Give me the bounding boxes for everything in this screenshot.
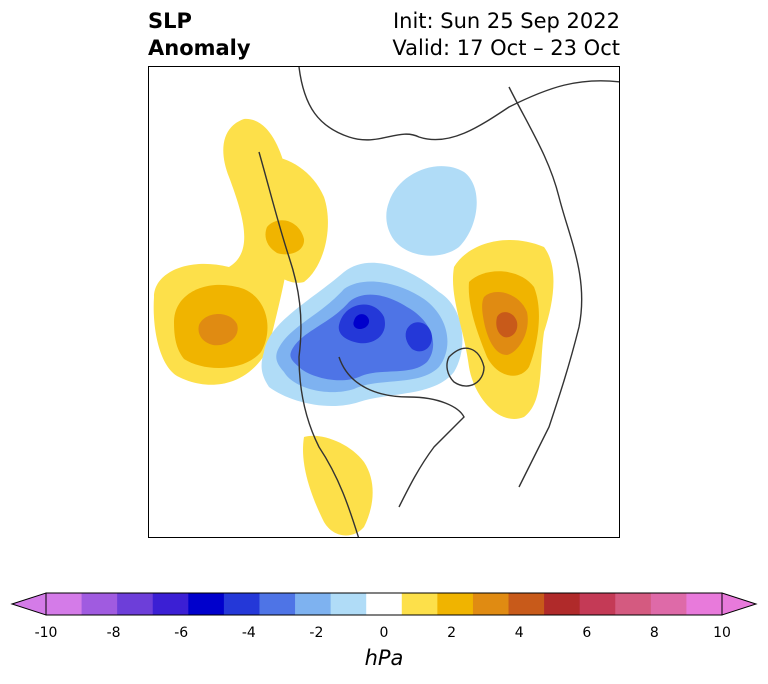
colorbar-tick-label: -2	[309, 625, 324, 641]
colorbar-cell	[152, 593, 189, 615]
colorbar-cell	[472, 593, 510, 615]
colorbar-cell	[46, 593, 83, 615]
title-type: Anomaly	[148, 36, 251, 60]
colorbar-over-triangle	[721, 592, 758, 616]
north-america-west-coast	[258, 151, 360, 537]
colorbar-cell	[437, 593, 474, 615]
colorbar	[10, 592, 758, 616]
colorbar-cell	[117, 593, 154, 615]
colorbar-cell	[81, 593, 118, 615]
colorbar-frame	[45, 592, 723, 616]
colorbar-tick-label: 8	[649, 625, 659, 641]
colorbar-unit: hPa	[364, 646, 404, 670]
europe-coast	[508, 86, 583, 488]
valid-range: Valid: 17 Oct – 23 Oct	[392, 36, 620, 60]
greenland-outline	[446, 347, 485, 387]
map-panel	[148, 66, 620, 538]
anomaly-arctic-negative	[261, 262, 463, 407]
colorbar-cell	[223, 593, 260, 615]
colorbar-cell	[544, 593, 581, 615]
title-left: SLP Anomaly	[148, 8, 251, 62]
colorbar-under-triangle	[10, 592, 47, 616]
coastlines	[258, 67, 619, 537]
anomaly-europe-positive	[452, 239, 554, 419]
colorbar-cell	[366, 593, 403, 615]
colorbar-cell	[295, 593, 332, 615]
colorbar-tick-label: -10	[34, 625, 58, 641]
colorbar-cell	[330, 593, 367, 615]
colorbar-tick-label: 6	[582, 625, 592, 641]
title-right: Init: Sun 25 Sep 2022 Valid: 17 Oct – 23…	[392, 8, 620, 62]
colorbar-tick-label: 10	[713, 625, 731, 641]
init-date: Init: Sun 25 Sep 2022	[392, 9, 620, 33]
colorbar-tick-label: -4	[241, 625, 256, 641]
colorbar-tick-label: 0	[379, 625, 389, 641]
colorbar-cell	[259, 593, 296, 615]
anomaly-map	[153, 67, 619, 537]
colorbar-tick-label: 4	[514, 625, 524, 641]
colorbar-cell	[615, 593, 652, 615]
title-variable: SLP	[148, 9, 192, 33]
colorbar-cell	[401, 593, 438, 615]
colorbar-cell	[579, 593, 616, 615]
colorbar-cells	[46, 593, 723, 615]
anomaly-siberia-negative	[386, 166, 477, 256]
colorbar-tick-label: -6	[174, 625, 189, 641]
colorbar-tick-label: 2	[447, 625, 457, 641]
anomaly-w-canada-positive	[246, 156, 328, 283]
colorbar-cell	[650, 593, 687, 615]
colorbar-cell	[188, 593, 225, 615]
north-america-east-coast	[338, 356, 465, 508]
colorbar-cell	[686, 593, 723, 615]
colorbar-tick-label: -8	[106, 625, 121, 641]
eurasia-arctic-coast	[298, 67, 619, 141]
colorbar-cell	[508, 593, 545, 615]
anomaly-us-positive	[303, 435, 373, 536]
